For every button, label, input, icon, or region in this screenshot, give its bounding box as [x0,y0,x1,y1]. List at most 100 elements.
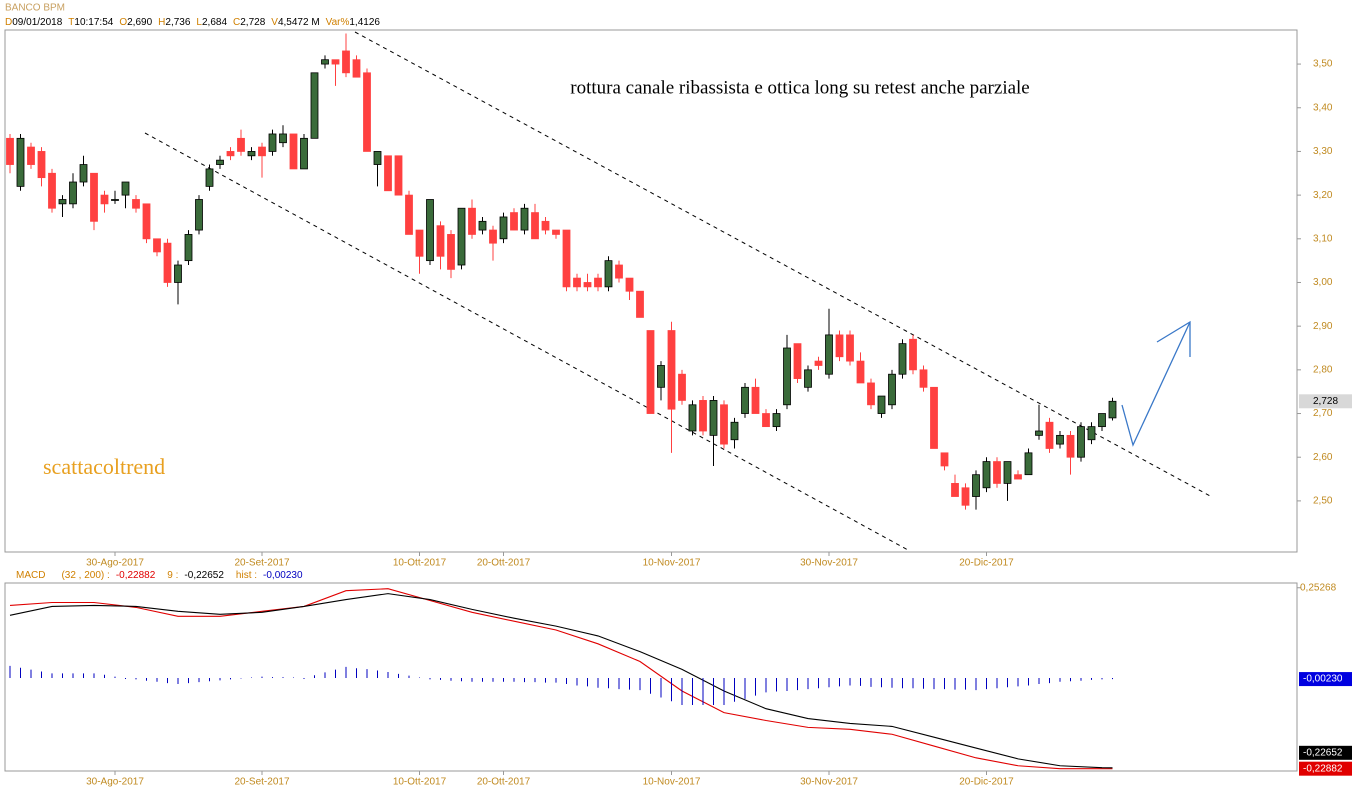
y-tick-label: 3,30 [1313,146,1333,157]
candle-body [688,404,697,432]
quote-value: 10:17:54 [74,17,113,28]
candle-body [573,277,581,288]
candle-body [646,330,655,414]
candle-body [394,155,403,196]
candle-body [636,290,644,318]
legend-name: (32 , 200) : [61,570,109,581]
candle-body [741,386,749,414]
candle-body [562,229,571,288]
macd-line [9,588,1113,770]
candle-body [1035,430,1043,436]
candle-body [814,360,823,366]
candle-body [835,334,844,358]
forecast-arrow [1121,321,1191,447]
y-tick-label: 2,90 [1313,321,1333,332]
candle-body [972,474,980,497]
last-price-box [1299,394,1352,409]
candle-body [405,194,413,235]
candle-body [16,137,25,187]
candle-body [1045,421,1054,449]
candle-body [268,133,277,152]
legend-value: -0,22882 [116,570,156,581]
candle-body [940,452,949,467]
candle-body [531,212,539,240]
y-tick-label: 3,40 [1313,102,1333,113]
quote-line: D09/01/2018 T10:17:54 O2,690 H2,736 L2,684 C2… [5,17,380,28]
candle-body [100,194,109,205]
channel-lower [144,132,909,551]
x-tick-label: 10-Ott-2017 [393,558,447,569]
candle-body [982,461,991,489]
candle-body [436,225,445,257]
candle-body [1014,474,1022,480]
quote-value: 4,5472 M [278,17,320,28]
x-tick-label: 20-Set-2017 [234,558,289,569]
candle-body [48,172,56,209]
candle-body [877,395,886,414]
quote-value: 2,728 [240,17,265,28]
candle-body [1024,452,1033,476]
x-tick-label: 30-Nov-2017 [800,558,858,569]
y-tick-label: 3,00 [1313,277,1333,288]
candle-body [594,277,602,288]
candle-body [184,234,193,262]
candle-body [457,207,466,266]
candle-body [552,229,560,235]
hist-box-label: -0,00230 [1303,674,1343,685]
candle-body [1108,400,1117,419]
y-tick-label: 0,25268 [1300,582,1337,593]
candle-body [615,264,623,279]
candle-body [153,238,161,253]
candle-body [373,151,382,165]
y-tick-label: 2,70 [1313,408,1333,419]
candle-body [132,199,140,209]
x-tick-label: 30-Nov-2017 [800,777,858,788]
quote-key: T [68,17,74,28]
candle-body [279,133,287,144]
candle-body [961,487,970,506]
x-tick-label: 20-Dic-2017 [959,558,1014,569]
candle-body [898,343,907,375]
legend-title: MACD [16,570,45,581]
candle-body [289,133,298,170]
candle-body [678,373,686,401]
candle-body [226,151,235,157]
x-tick-label: 20-Ott-2017 [477,558,531,569]
arrow-head [1156,320,1191,357]
candle-body [699,400,707,432]
channel-upper [354,31,1213,498]
candle-body [37,151,46,179]
candle-body [174,264,182,283]
candle-body [1003,461,1012,484]
candle-body [856,360,865,384]
candle-body [300,137,308,170]
candle-body [793,343,802,379]
candle-body [667,330,676,410]
candle-body [384,155,392,192]
y-tick-label: 3,20 [1313,190,1333,201]
x-tick-label: 10-Ott-2017 [393,777,447,788]
quote-value: 2,736 [165,17,190,28]
macd-legend: MACD (32 , 200) : -0,22882 9 : -0,22652 hist … [16,570,303,581]
candle-body [321,59,329,65]
candle-body [111,199,119,201]
candle-body [772,413,781,428]
candle-body [342,50,350,74]
last-price-label: 2,728 [1313,396,1338,407]
candle-body [1087,426,1096,441]
candle-body [604,260,613,288]
candle-body [1066,434,1075,458]
candle-body [993,461,1001,484]
candle-body [27,146,35,165]
candle-body [541,220,550,231]
quote-key: L [196,17,202,28]
quote-value: 2,690 [127,17,152,28]
y-tick-label: 3,10 [1313,233,1333,244]
candle-body [352,59,361,78]
candle-body [258,146,266,157]
candle-body [657,365,665,388]
candle-body [415,229,424,257]
y-tick-label: 2,80 [1313,364,1333,375]
candle-body [730,421,739,441]
candle-body [720,404,728,445]
